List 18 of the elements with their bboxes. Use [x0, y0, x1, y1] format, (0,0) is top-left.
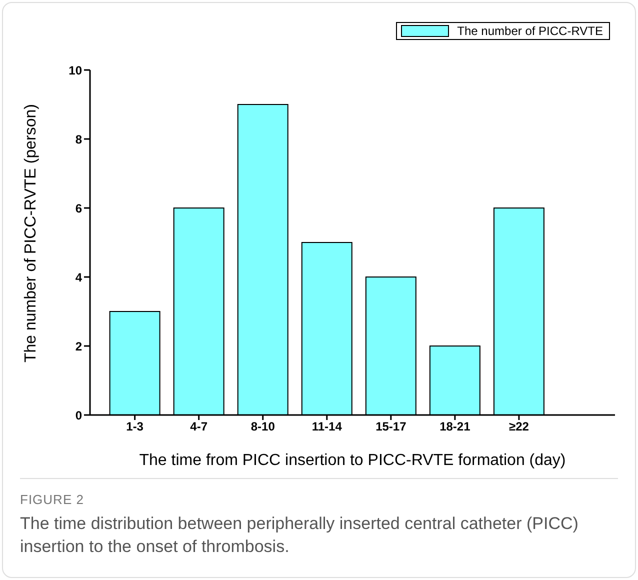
x-tick-label: 4-7 [190, 420, 208, 434]
y-tick-label: 8 [75, 132, 82, 146]
x-tick-label: 18-21 [440, 420, 471, 434]
text: The time distribution between peripherally inserted central catheter (PICC) insertion to the onset of thrombosis. [20, 513, 580, 558]
x-tick-label: ≥22 [508, 420, 530, 434]
y-tick-label: 10 [68, 63, 82, 78]
y-tick-label: 4 [75, 270, 82, 284]
caption: FIGURE 2 [20, 492, 84, 507]
y-tick-label: 6 [75, 201, 82, 216]
legend-label: The number of PICC-RVTE [456, 24, 603, 38]
x-tick-label: 11-14 [312, 420, 342, 434]
y-tick-label: 2 [75, 339, 82, 354]
x-tick-label: 15-17 [376, 420, 407, 434]
x-axis-title: The time from PICC insertion to PICC-RVTE formation (day) [139, 452, 566, 469]
x-tick-label: 1-3 [126, 420, 144, 434]
y-tick-label: 0 [75, 408, 82, 422]
x-tick-label: 8-10 [250, 420, 276, 434]
y-axis-title: The number of PICC-RVTE (person) [22, 104, 40, 362]
